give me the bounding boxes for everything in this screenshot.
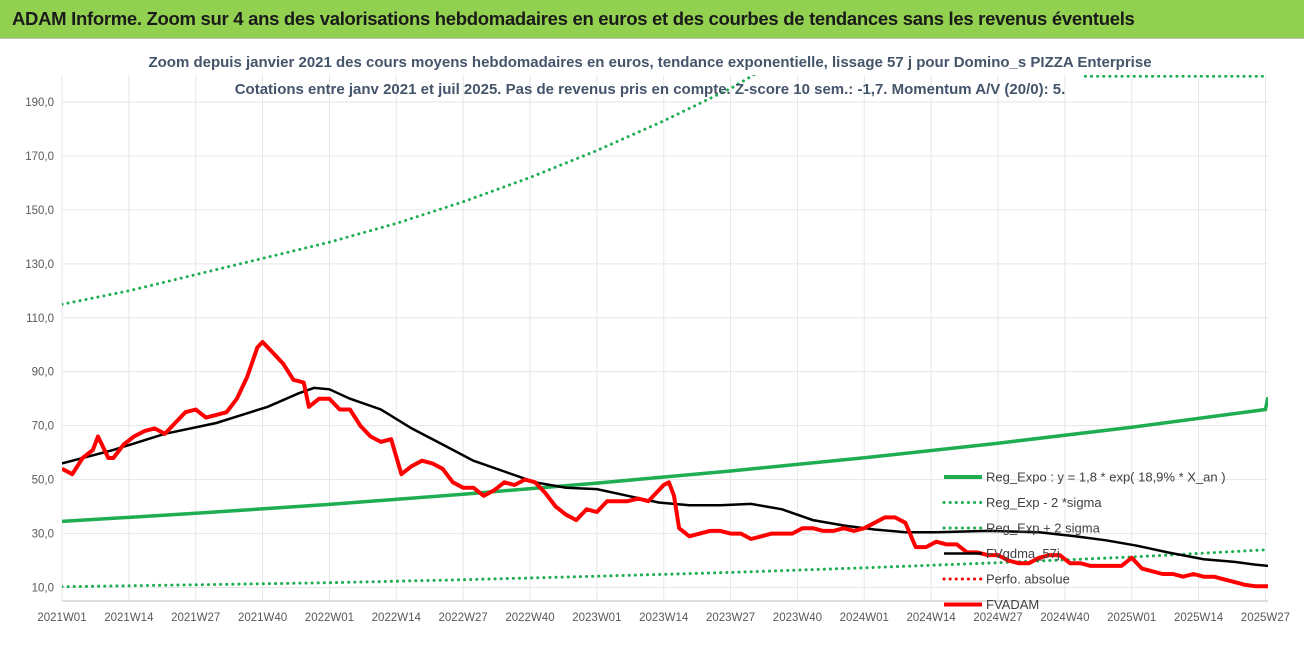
series-line-reg-exp-2-sigma — [62, 75, 757, 306]
x-tick-label: 2021W27 — [171, 612, 220, 624]
y-tick-label: 90,0 — [32, 367, 54, 379]
y-axis: 10,0 30,0 50,0 70,0 90,0 110,0 130,0 150,0 170,0… — [25, 97, 54, 595]
x-tick-label: 2024W01 — [840, 612, 889, 624]
chart-subtitle: Cotations entre janv 2021 et juil 2025. … — [235, 81, 1066, 98]
chart-legend: Reg_Expo : y = 1,8 * exp( 18,9% * X_an )… — [942, 470, 1226, 612]
x-tick-label: 2021W01 — [37, 612, 86, 624]
legend-label: Reg_Expo : y = 1,8 * exp( 18,9% * X_an ) — [986, 470, 1226, 485]
y-tick-label: 150,0 — [25, 205, 54, 217]
x-tick-label: 2021W40 — [238, 612, 287, 624]
series-line-fvadam — [62, 340, 1268, 589]
legend-label: FVgdma_57j — [986, 546, 1060, 561]
chart-gridlines — [61, 75, 1268, 601]
y-tick-label: 50,0 — [32, 475, 54, 487]
x-tick-label: 2025W14 — [1174, 612, 1224, 624]
x-tick-label: 2023W40 — [773, 612, 822, 624]
x-tick-label: 2023W27 — [706, 612, 755, 624]
y-tick-label: 10,0 — [32, 583, 54, 595]
x-tick-label: 2021W14 — [104, 612, 154, 624]
chart-panel: 10,0 30,0 50,0 70,0 90,0 110,0 130,0 150,0 170,0… — [0, 38, 1304, 653]
x-tick-label: 2022W27 — [439, 612, 488, 624]
y-tick-label: 30,0 — [32, 529, 54, 541]
series-line-reg-expo-y-1-8-exp-18-9-x-an — [62, 396, 1268, 524]
line-chart: 10,0 30,0 50,0 70,0 90,0 110,0 130,0 150,0 170,0… — [25, 54, 1290, 624]
chart-title: Zoom depuis janvier 2021 des cours moyen… — [148, 54, 1151, 71]
x-tick-label: 2025W27 — [1241, 612, 1290, 624]
legend-label: Perfo. absolue — [986, 572, 1070, 587]
x-tick-label: 2024W27 — [973, 612, 1022, 624]
report-banner-title: ADAM Informe. Zoom sur 4 ans des valoris… — [0, 0, 1304, 38]
x-axis: 2021W01 2021W14 2021W27 2021W40 2022W01 2022W… — [37, 600, 1290, 624]
x-tick-label: 2023W14 — [639, 612, 689, 624]
legend-label: Reg_Exp - 2 *sigma — [986, 495, 1102, 510]
x-tick-label: 2023W01 — [572, 612, 621, 624]
x-tick-label: 2022W40 — [505, 612, 554, 624]
legend-label: Reg_Exp + 2 sigma — [986, 521, 1101, 536]
x-tick-label: 2024W40 — [1040, 612, 1089, 624]
legend-label: FVADAM — [986, 597, 1039, 612]
chart-series — [62, 75, 1268, 589]
x-tick-label: 2022W01 — [305, 612, 354, 624]
y-tick-label: 170,0 — [25, 151, 54, 163]
y-tick-label: 110,0 — [26, 313, 54, 325]
x-tick-label: 2025W01 — [1107, 612, 1156, 624]
series-line-reg-exp-2-sigma — [62, 548, 1268, 589]
x-tick-label: 2022W14 — [372, 612, 422, 624]
x-tick-label: 2024W14 — [907, 612, 957, 624]
y-tick-label: 190,0 — [25, 97, 54, 109]
y-tick-label: 70,0 — [32, 421, 54, 433]
y-tick-label: 130,0 — [25, 259, 54, 271]
